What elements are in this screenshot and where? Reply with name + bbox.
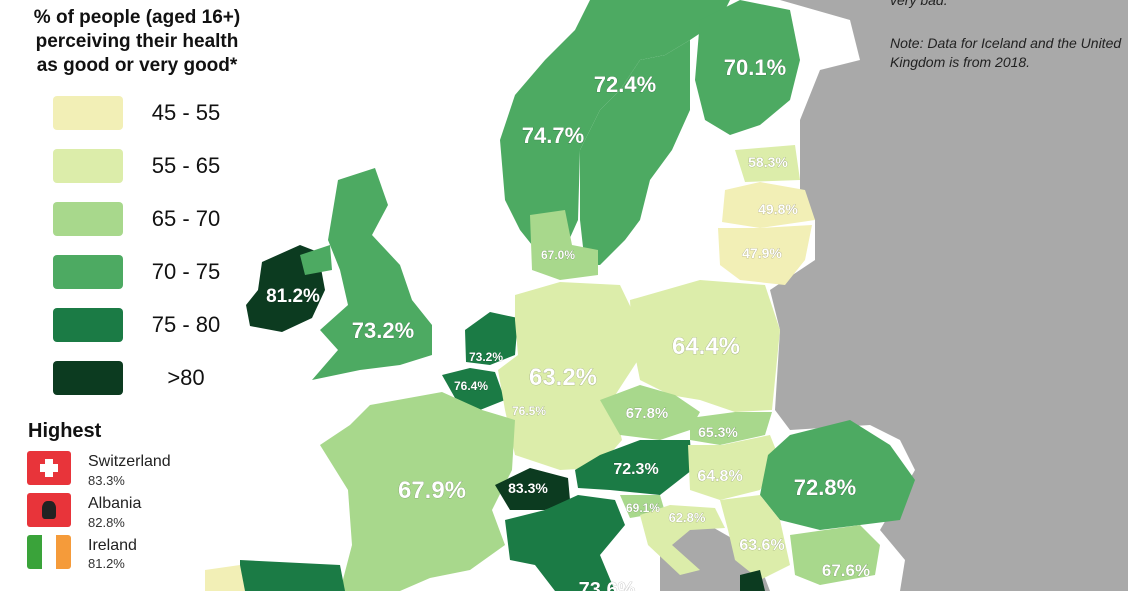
map-value-label-croatia: 62.8%: [669, 510, 706, 525]
region-france: [320, 392, 515, 591]
region-belgium: [442, 368, 505, 410]
map-value-label-finland: 70.1%: [724, 55, 786, 80]
highest-country: Albania: [88, 495, 142, 512]
region-bulgaria: [790, 525, 880, 585]
region-hungary: [688, 435, 780, 500]
legend-swatch: [53, 361, 123, 395]
region-spain: [240, 560, 345, 591]
map-value-label-lithuania: 47.9%: [742, 245, 782, 261]
region-italy: [505, 495, 625, 591]
map-value-label-luxembourg: 76.5%: [512, 404, 546, 418]
legend-title: % of people (aged 16+) perceiving their …: [6, 6, 268, 78]
map-value-label-hungary: 64.8%: [697, 468, 742, 485]
legend-range-label: 65 - 70: [151, 206, 221, 231]
legend-range-label: 45 - 55: [151, 100, 221, 125]
region-albania: [740, 570, 765, 591]
legend-range-label: >80: [167, 365, 205, 390]
region-austria: [575, 440, 692, 495]
nodata-balkans: [660, 520, 770, 591]
map-value-label-denmark: 67.0%: [541, 248, 575, 262]
legend-range-label: 55 - 65: [151, 153, 221, 178]
legend-range-label: 75 - 80: [151, 312, 221, 337]
map-value-label-france: 67.9%: [398, 477, 466, 504]
switzerland-flag: [27, 451, 71, 485]
map-value-label-ireland: 81.2%: [266, 286, 320, 307]
region-czechia: [600, 385, 700, 440]
highest-value: 83.3%: [88, 473, 125, 488]
region-netherlands: [465, 312, 518, 365]
region-portugal: [205, 565, 245, 591]
map-value-label-estonia: 58.3%: [748, 154, 788, 170]
map-value-label-sweden: 74.7%: [522, 123, 584, 148]
legend-title-line: % of people (aged 16+): [33, 7, 241, 28]
map-value-label-czechia: 67.8%: [626, 405, 669, 422]
map-value-label-poland: 64.4%: [672, 333, 740, 360]
region-croatia: [640, 505, 725, 575]
region-poland: [630, 280, 780, 412]
map-value-label-slovenia: 69.1%: [626, 501, 660, 515]
legend-swatch: [53, 96, 123, 130]
region-denmark: [530, 210, 598, 280]
map-value-label-italy: 73.6%: [579, 579, 636, 591]
footnote-fragment: very bad.: [890, 0, 948, 8]
legend-swatch: [53, 149, 123, 183]
map-value-label-latvia: 49.8%: [758, 201, 798, 217]
nodata-east: [770, 0, 1128, 591]
region-united-kingdom: [300, 168, 432, 380]
highest-title: Highest: [28, 420, 102, 442]
region-estonia: [735, 145, 800, 182]
data-note: Note: Data for Iceland and the United Ki…: [890, 35, 1122, 70]
highest-value: 82.8%: [88, 515, 125, 530]
map-value-label-serbia: 63.6%: [739, 537, 784, 554]
region-slovakia: [690, 412, 772, 445]
region-lithuania: [718, 225, 812, 285]
map-value-label-bulgaria: 67.6%: [822, 561, 870, 580]
legend-title-line: perceiving their health: [35, 31, 239, 52]
region-latvia: [722, 182, 815, 228]
albania-flag: [27, 493, 71, 527]
legend-title-line: as good or very good*: [36, 55, 238, 76]
highest-country: Ireland: [88, 537, 137, 554]
legend-range-label: 70 - 75: [151, 259, 221, 284]
legend-swatch: [53, 308, 123, 342]
region-romania: [760, 420, 915, 530]
region-norway: [500, 0, 730, 260]
map-value-label-romania: 72.8%: [794, 475, 856, 500]
map-value-label-switzerland: 83.3%: [508, 480, 548, 496]
region-germany: [498, 282, 638, 470]
region-sweden: [580, 40, 690, 265]
region-serbia: [720, 495, 790, 580]
map-value-label-slovakia: 65.3%: [698, 424, 738, 440]
highest-value: 81.2%: [88, 556, 125, 571]
highest-country: Switzerland: [88, 453, 171, 470]
region-switzerland: [495, 468, 570, 510]
map-value-label-norway: 72.4%: [594, 72, 656, 97]
ireland-flag: [27, 535, 71, 569]
region-finland: [695, 0, 800, 135]
legend-swatch: [53, 202, 123, 236]
map-value-label-austria: 72.3%: [613, 461, 658, 478]
map-value-label-netherlands: 73.2%: [469, 350, 503, 364]
map-value-label-belgium: 76.4%: [454, 379, 488, 393]
legend-swatch: [53, 255, 123, 289]
map-value-label-germany: 63.2%: [529, 364, 597, 391]
map-value-label-united-kingdom: 73.2%: [352, 318, 414, 343]
